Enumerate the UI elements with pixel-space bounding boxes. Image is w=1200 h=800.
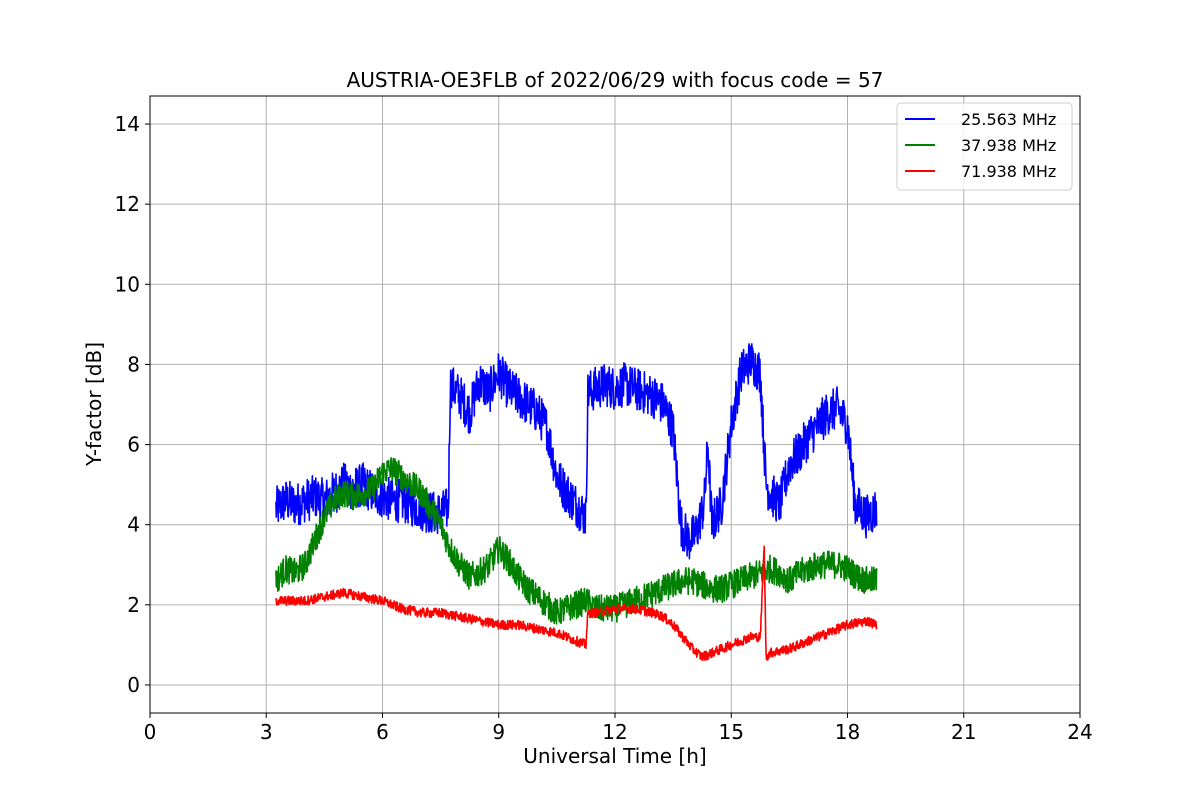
y-tick-label: 2 [127, 593, 140, 617]
y-axis-label: Y-factor [dB] [82, 342, 106, 467]
y-tick-label: 4 [127, 513, 140, 537]
y-axis: 0 2 4 6 8 10 12 14 [115, 112, 150, 697]
y-tick-label: 8 [127, 352, 140, 376]
x-tick-label: 24 [1067, 720, 1092, 744]
legend: 25.563 MHz 37.938 MHz 71.938 MHz [896, 102, 1073, 191]
x-tick-label: 12 [602, 720, 627, 744]
y-tick-label: 6 [127, 433, 140, 457]
legend-label-37938: 37.938 MHz [961, 136, 1056, 155]
legend-label-71938: 71.938 MHz [961, 162, 1056, 181]
x-tick-label: 3 [260, 720, 273, 744]
x-tick-label: 9 [492, 720, 505, 744]
x-tick-label: 6 [376, 720, 389, 744]
y-tick-label: 0 [127, 673, 140, 697]
series-layer [275, 343, 878, 661]
chart-title: AUSTRIA-OE3FLB of 2022/06/29 with focus … [347, 68, 884, 92]
series-line-37-938-mhz [275, 457, 878, 625]
x-tick-label: 0 [144, 720, 157, 744]
x-axis-label: Universal Time [h] [523, 744, 706, 768]
y-tick-label: 12 [115, 192, 140, 216]
legend-box [896, 102, 1073, 191]
x-tick-label: 18 [835, 720, 860, 744]
x-axis: 0 3 6 9 12 15 18 21 24 [144, 713, 1093, 744]
y-tick-label: 14 [115, 112, 140, 136]
x-tick-label: 21 [951, 720, 976, 744]
series-line-71-938-mhz [275, 545, 878, 661]
x-tick-label: 15 [719, 720, 744, 744]
y-tick-label: 10 [115, 272, 140, 296]
legend-label-25563: 25.563 MHz [961, 110, 1056, 129]
